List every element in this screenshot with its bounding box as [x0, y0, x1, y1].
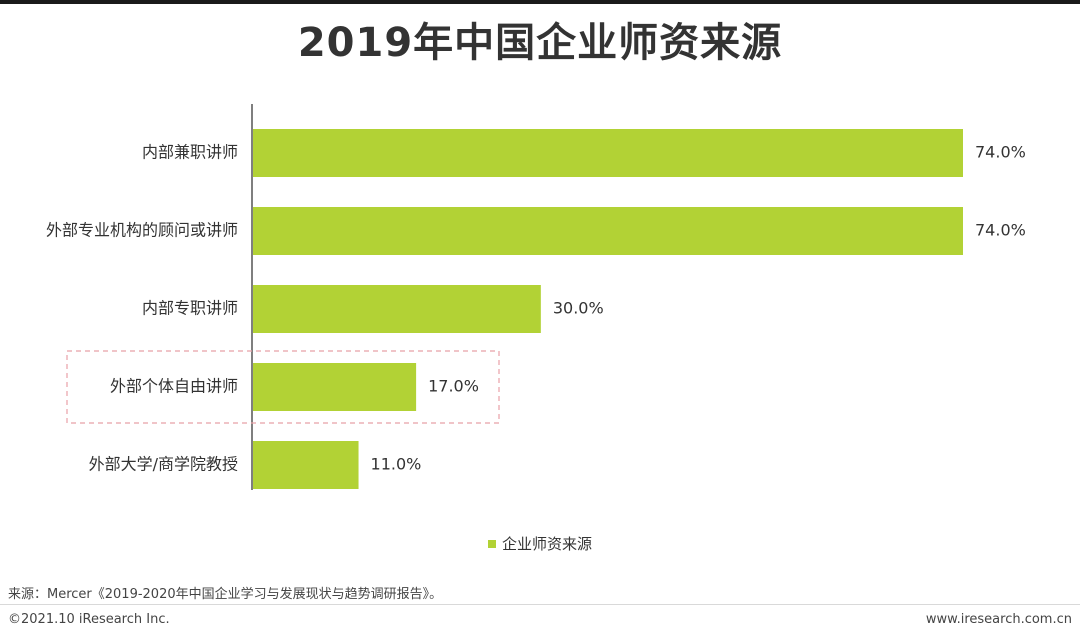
category-label: 内部兼职讲师 — [142, 143, 238, 162]
legend: 企业师资来源 — [0, 533, 1080, 554]
category-label: 外部专业机构的顾问或讲师 — [46, 221, 238, 240]
bar — [253, 285, 541, 333]
highlight-box — [66, 350, 500, 424]
chart-title: 2019年中国企业师资来源 — [297, 20, 783, 66]
copyright-text: ©2021.10 iResearch Inc. — [8, 612, 170, 627]
data-label: 17.0% — [428, 377, 479, 396]
bar — [253, 129, 963, 177]
data-label: 30.0% — [553, 299, 604, 318]
data-label: 74.0% — [975, 221, 1026, 240]
bar — [253, 363, 417, 411]
category-label: 内部专职讲师 — [142, 299, 238, 318]
top-border-bar — [0, 0, 1080, 4]
data-label: 11.0% — [371, 455, 422, 474]
source-note: 来源：Mercer《2019-2020年中国企业学习与发展现状与趋势调研报告》。 — [8, 587, 443, 602]
bar — [253, 207, 963, 255]
category-label: 外部个体自由讲师 — [110, 377, 238, 396]
footer-divider — [0, 604, 1080, 605]
legend-label: 企业师资来源 — [501, 535, 592, 553]
legend-swatch — [487, 539, 496, 548]
bar — [253, 441, 359, 489]
website-text: www.iresearch.com.cn — [925, 612, 1072, 627]
category-label: 外部大学/商学院教授 — [89, 455, 238, 474]
data-label: 74.0% — [975, 143, 1026, 162]
